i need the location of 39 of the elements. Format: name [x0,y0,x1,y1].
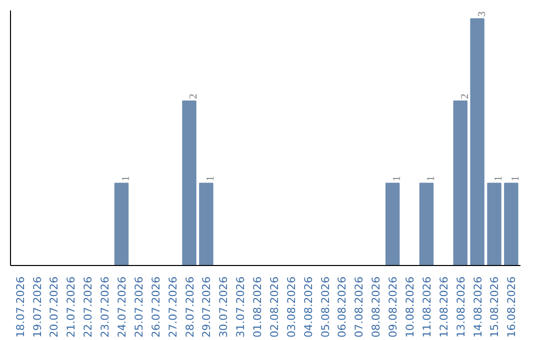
data-label: 3 [476,11,488,17]
x-tick-label: 09.08.2026 [386,276,400,338]
data-label: 1 [120,176,132,182]
data-label: 1 [510,176,522,182]
x-tick-label: 13.08.2026 [454,276,468,338]
x-tick-label: 05.08.2026 [318,276,332,338]
x-tick-label: 20.07.2026 [48,276,61,338]
data-label: 1 [426,176,437,182]
x-tick-label: 03.08.2026 [284,276,298,338]
x-tick-label: 25.07.2026 [132,276,146,338]
x-tick-label: 06.08.2026 [336,276,349,338]
x-tick-label: 11.08.2026 [420,276,434,338]
x-tick-label: 26.07.2026 [149,276,162,338]
x-tick-label: 04.08.2026 [302,276,315,338]
x-tick-label: 21.07.2026 [64,276,78,338]
x-tick-label: 28.07.2026 [183,276,196,338]
x-tick-label: 24.07.2026 [115,276,128,338]
x-tick-label: 07.08.2026 [352,276,366,338]
x-tick-label: 18.07.2026 [14,276,27,338]
x-tick-label: 29.07.2026 [200,276,214,338]
x-tick-label: 15.08.2026 [488,276,502,338]
x-tick-label: 19.07.2026 [30,276,44,338]
data-label: 2 [188,94,200,99]
x-tick-label: 12.08.2026 [437,276,450,338]
data-label: 1 [392,176,404,182]
x-tick-label: 22.07.2026 [82,276,95,338]
x-tick-label: 30.07.2026 [217,276,230,338]
x-tick-label: 31.07.2026 [234,276,248,338]
data-label: 1 [494,176,505,182]
x-tick-label: 16.08.2026 [505,276,518,338]
data-label: 2 [460,94,471,99]
x-tick-label: 02.08.2026 [268,276,281,338]
x-tick-label: 10.08.2026 [404,276,417,338]
data-label: 1 [206,176,217,182]
x-tick-label: 14.08.2026 [471,276,484,338]
x-tick-label: 27.07.2026 [166,276,180,338]
x-tick-label: 08.08.2026 [370,276,383,338]
x-tick-label: 01.08.2026 [251,276,264,338]
x-tick-label: 23.07.2026 [98,276,112,338]
